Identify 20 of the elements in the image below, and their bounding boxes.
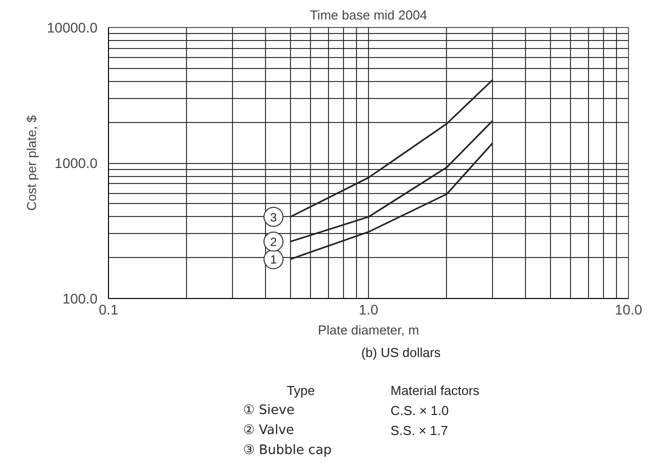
x-tick-label: 1.0 xyxy=(358,302,378,318)
chart-title: Time base mid 2004 xyxy=(310,8,428,22)
text: Material factors xyxy=(390,383,480,398)
series-label: 1 xyxy=(270,252,278,267)
x-tick-label: 10.0 xyxy=(614,302,642,318)
y-tick-label: 100.0 xyxy=(62,290,98,306)
text: Type xyxy=(286,383,315,398)
text: S.S. × 1.7 xyxy=(390,423,448,438)
y-tick-label: 10000.0 xyxy=(46,20,98,36)
text: ② Valve xyxy=(243,423,294,438)
y-tick-label: 1000.0 xyxy=(54,155,98,171)
text: ③ Bubble cap xyxy=(243,443,332,458)
x-tick-label: 0.1 xyxy=(98,302,118,318)
text: C.S. × 1.0 xyxy=(390,403,449,418)
text: ① Sieve xyxy=(243,403,294,418)
y-axis-title: Cost per plate, $ xyxy=(24,114,39,211)
series-label: 3 xyxy=(270,210,278,224)
text: (b) US dollars xyxy=(361,345,442,360)
series-label: 2 xyxy=(270,235,278,250)
x-axis-title: Plate diameter, m xyxy=(318,322,420,338)
